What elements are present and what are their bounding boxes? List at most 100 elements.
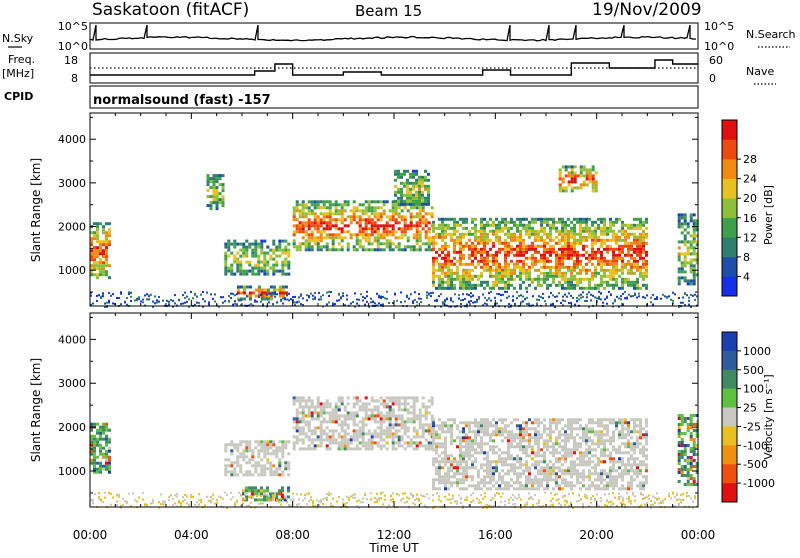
- echo-cell: [558, 460, 561, 463]
- echo-cell: [570, 487, 573, 490]
- echo-cell: [412, 182, 415, 185]
- echo-cell: [432, 433, 435, 436]
- echo-cell: [585, 221, 588, 224]
- echo-cell: [609, 275, 612, 278]
- echo-cell: [603, 269, 606, 272]
- echo-cell: [678, 471, 681, 474]
- echo-cell: [441, 281, 444, 284]
- echo-cell: [678, 441, 681, 444]
- echo-cell: [419, 215, 422, 218]
- echo-cell: [224, 258, 227, 261]
- echo-cell: [630, 295, 632, 297]
- echo-cell: [359, 227, 362, 230]
- echo-cell: [130, 300, 132, 302]
- echo-cell: [406, 194, 409, 197]
- echo-cell: [380, 218, 383, 221]
- echo-cell: [576, 281, 579, 284]
- echo-cell: [230, 443, 233, 446]
- echo-cell: [459, 454, 462, 457]
- echo-cell: [621, 487, 624, 490]
- echo-cell: [687, 261, 690, 264]
- echo-cell: [413, 245, 416, 248]
- echo-cell: [453, 472, 456, 475]
- echo-cell: [600, 242, 603, 245]
- echo-cell: [642, 284, 645, 287]
- echo-cell: [546, 260, 549, 263]
- echo-cell: [412, 188, 415, 191]
- echo-cell: [296, 224, 299, 227]
- echo-cell: [684, 432, 687, 435]
- echo-cell: [427, 179, 430, 182]
- echo-cell: [492, 233, 495, 236]
- echo-cell: [519, 466, 522, 469]
- echo-cell: [419, 245, 422, 248]
- echo-cell: [105, 255, 108, 258]
- echo-cell: [627, 430, 630, 433]
- echo-cell: [400, 188, 403, 191]
- echo-cell: [645, 433, 648, 436]
- echo-cell: [468, 424, 471, 427]
- echo-cell: [522, 484, 525, 487]
- echo-cell: [621, 469, 624, 472]
- echo-cell: [368, 444, 371, 447]
- echo-cell: [616, 296, 618, 298]
- echo-cell: [588, 436, 591, 439]
- echo-cell: [684, 264, 687, 267]
- echo-cell: [609, 484, 612, 487]
- echo-cell: [102, 429, 105, 432]
- echo-cell: [400, 301, 402, 303]
- echo-cell: [582, 218, 585, 221]
- echo-cell: [531, 233, 534, 236]
- echo-cell: [534, 436, 537, 439]
- echo-cell: [404, 402, 407, 405]
- echo-cell: [681, 465, 684, 468]
- echo-cell: [386, 215, 389, 218]
- echo-cell: [480, 221, 483, 224]
- echo-cell: [266, 261, 269, 264]
- echo-cell: [432, 424, 435, 427]
- echo-cell: [558, 292, 560, 294]
- echo-cell: [468, 457, 471, 460]
- echo-cell: [287, 473, 290, 476]
- echo-cell: [504, 436, 507, 439]
- echo-cell: [401, 396, 404, 399]
- echo-cell: [621, 472, 624, 475]
- echo-cell: [472, 302, 474, 304]
- echo-cell: [317, 206, 320, 209]
- echo-cell: [525, 484, 528, 487]
- echo-cell: [636, 436, 639, 439]
- echo-cell: [615, 257, 618, 260]
- echo-cell: [639, 433, 642, 436]
- echo-cell: [498, 430, 501, 433]
- echo-cell: [627, 460, 630, 463]
- echo-cell: [447, 278, 450, 281]
- echo-cell: [359, 233, 362, 236]
- echo-cell: [615, 424, 618, 427]
- echo-cell: [299, 248, 302, 251]
- echo-cell: [416, 239, 419, 242]
- echo-cell: [507, 266, 510, 269]
- echo-cell: [573, 451, 576, 454]
- echo-cell: [213, 189, 216, 192]
- echo-cell: [362, 300, 364, 302]
- echo-cell: [450, 269, 453, 272]
- echo-cell: [154, 302, 156, 304]
- echo-cell: [510, 236, 513, 239]
- echo-cell: [567, 254, 570, 257]
- echo-cell: [561, 224, 564, 227]
- echo-cell: [266, 461, 269, 464]
- echo-cell: [567, 439, 570, 442]
- echo-cell: [299, 426, 302, 429]
- echo-cell: [96, 261, 99, 264]
- echo-cell: [350, 411, 353, 414]
- echo-cell: [314, 239, 317, 242]
- echo-cell: [633, 418, 636, 421]
- echo-cell: [356, 206, 359, 209]
- echo-cell: [573, 448, 576, 451]
- echo-cell: [362, 441, 365, 444]
- echo-cell: [466, 304, 468, 306]
- echo-cell: [678, 435, 681, 438]
- echo-cell: [636, 442, 639, 445]
- echo-cell: [480, 251, 483, 254]
- echo-cell: [478, 297, 480, 299]
